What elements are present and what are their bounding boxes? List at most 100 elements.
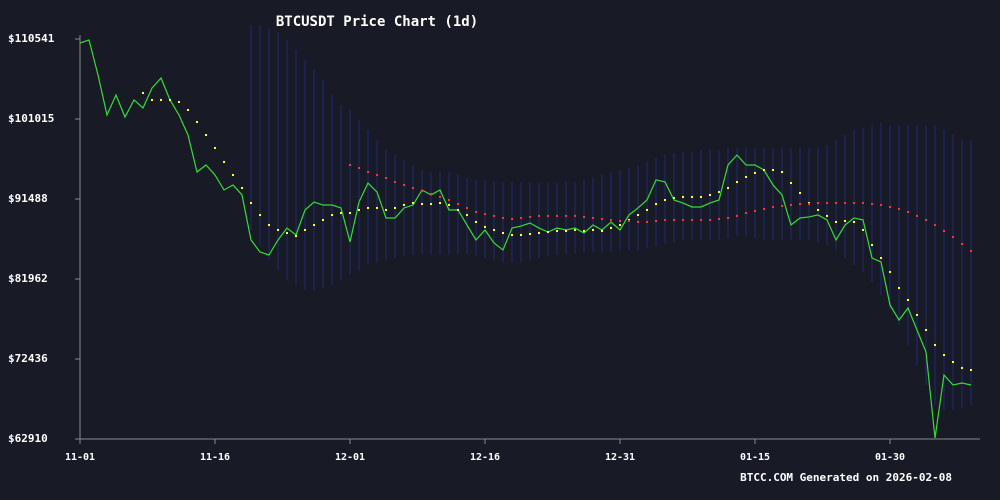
average-dot xyxy=(142,92,144,95)
average-dot xyxy=(772,169,774,172)
average-dot xyxy=(754,171,756,174)
average-dot xyxy=(916,313,918,316)
chart-title: BTCUSDT Price Chart (1d) xyxy=(276,14,478,30)
average-dot xyxy=(601,217,603,220)
average-dot xyxy=(808,203,810,206)
x-tick-label: 01-30 xyxy=(875,452,905,463)
average-dot xyxy=(358,208,360,211)
average-dot xyxy=(439,202,441,205)
average-dot xyxy=(925,328,927,331)
y-tick-label: $91488 xyxy=(8,192,48,205)
x-tick-label: 12-16 xyxy=(470,452,500,463)
average-dot xyxy=(961,243,963,246)
average-dot xyxy=(475,211,477,214)
average-dot xyxy=(610,218,612,221)
average-dot xyxy=(277,228,279,231)
average-dot xyxy=(385,208,387,211)
price-line xyxy=(79,39,972,439)
average-dot xyxy=(403,203,405,206)
average-dot xyxy=(313,224,315,227)
average-dot xyxy=(493,228,495,231)
average-dot xyxy=(160,98,162,101)
x-tick-label: 12-31 xyxy=(605,452,635,463)
average-dot xyxy=(655,219,657,222)
average-dot xyxy=(421,203,423,206)
average-dot xyxy=(565,229,567,232)
average-dot xyxy=(889,205,891,208)
average-dot xyxy=(430,203,432,206)
average-dot xyxy=(628,219,630,222)
average-dot xyxy=(196,120,198,123)
average-dot xyxy=(916,214,918,217)
x-tick-label: 11-01 xyxy=(65,452,95,463)
average-dot xyxy=(826,202,828,205)
average-dot xyxy=(583,215,585,218)
average-dot xyxy=(592,216,594,219)
average-dot xyxy=(565,214,567,217)
average-dot xyxy=(493,214,495,217)
average-dot xyxy=(331,214,333,217)
average-dot xyxy=(673,196,675,199)
average-dot xyxy=(727,186,729,189)
average-dot xyxy=(448,198,450,201)
average-dot xyxy=(214,147,216,150)
average-dot xyxy=(790,182,792,185)
average-dot xyxy=(583,229,585,232)
average-dot xyxy=(538,231,540,234)
average-dot xyxy=(394,206,396,209)
average-dot xyxy=(700,218,702,221)
average-dot xyxy=(700,195,702,198)
average-dot xyxy=(817,208,819,211)
average-dot xyxy=(475,220,477,223)
average-dot xyxy=(376,173,378,176)
average-dot xyxy=(619,219,621,222)
average-dot xyxy=(151,98,153,101)
average-dot xyxy=(709,218,711,221)
average-dot xyxy=(358,167,360,170)
average-dot xyxy=(322,218,324,221)
average-dot xyxy=(430,192,432,195)
plot-layer xyxy=(79,39,972,439)
average-dot xyxy=(187,108,189,111)
average-dot xyxy=(889,270,891,273)
average-dot xyxy=(673,218,675,221)
average-dot xyxy=(466,206,468,209)
footer: BTCC.COM Generated on 2026-02-08 xyxy=(740,471,952,484)
average-dot xyxy=(682,218,684,221)
average-dot xyxy=(925,218,927,221)
average-dot xyxy=(646,220,648,223)
average-dot xyxy=(556,214,558,217)
average-dot xyxy=(799,192,801,195)
average-dot xyxy=(601,229,603,232)
average-dot xyxy=(529,215,531,218)
average-dot xyxy=(907,211,909,214)
average-dot xyxy=(619,224,621,227)
average-dot xyxy=(304,228,306,231)
average-dot xyxy=(448,203,450,206)
average-dot xyxy=(340,212,342,215)
average-dot xyxy=(412,186,414,189)
average-dot xyxy=(934,344,936,347)
average-dot xyxy=(745,175,747,178)
average-dot xyxy=(268,224,270,227)
average-dot xyxy=(943,354,945,357)
average-dot xyxy=(880,257,882,260)
average-dot xyxy=(898,287,900,290)
average-dot xyxy=(511,217,513,220)
average-dot xyxy=(610,226,612,229)
average-dot xyxy=(871,244,873,247)
average-dot xyxy=(457,203,459,206)
average-dot xyxy=(961,366,963,369)
average-dot xyxy=(412,202,414,205)
average-dot xyxy=(637,220,639,223)
average-dot xyxy=(520,234,522,237)
average-dot xyxy=(772,205,774,208)
average-dot xyxy=(484,213,486,216)
average-dot xyxy=(862,202,864,205)
average-dot xyxy=(637,214,639,217)
average-dot xyxy=(691,218,693,221)
average-dot xyxy=(898,207,900,210)
average-dot xyxy=(952,236,954,239)
x-tick-label: 11-16 xyxy=(200,452,230,463)
